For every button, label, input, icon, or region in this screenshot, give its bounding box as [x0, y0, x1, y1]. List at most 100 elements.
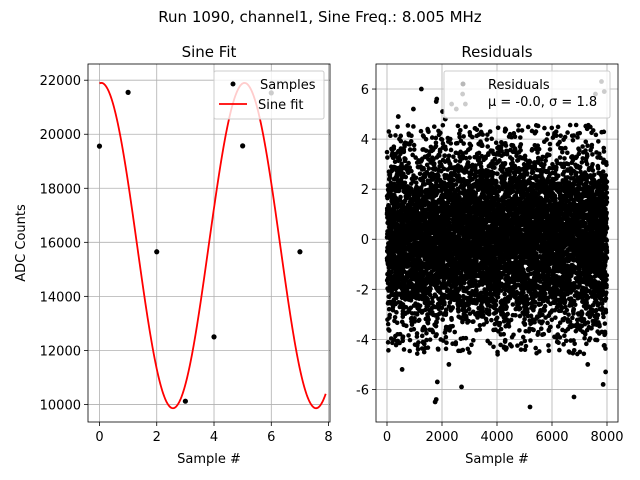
residual-point — [428, 211, 433, 216]
sample-point — [240, 143, 246, 149]
sample-point — [96, 143, 103, 149]
residual-point — [443, 346, 449, 352]
residual-point — [444, 340, 449, 346]
residual-point — [430, 299, 435, 305]
residual-point — [393, 342, 399, 348]
residual-point — [432, 304, 438, 310]
sine-fit-ytick-label: 20000 — [40, 128, 81, 143]
sine-fit-ylabel: ADC Counts — [14, 204, 29, 282]
residuals-title: Residuals — [461, 43, 532, 61]
residual-point — [489, 136, 494, 142]
sine-fit-xtick-label: 6 — [267, 430, 275, 445]
residual-point — [504, 304, 509, 310]
residual-point — [393, 133, 398, 138]
residual-point — [505, 311, 510, 317]
residual-point — [421, 349, 427, 355]
sine-fit-xlabel: Sample # — [177, 452, 241, 467]
residual-point — [509, 343, 514, 349]
sample-point — [182, 398, 188, 404]
residual-point — [404, 323, 409, 329]
residuals-points — [384, 79, 610, 410]
residual-point — [411, 326, 417, 332]
residual-point — [407, 337, 413, 343]
legend-sine-fit-label: Sine fit — [258, 98, 304, 113]
residual-point — [493, 140, 499, 145]
residual-point — [415, 346, 421, 352]
residual-point — [433, 143, 439, 149]
residual-point — [492, 165, 497, 170]
residual-point — [400, 334, 406, 339]
residual-point — [443, 146, 448, 152]
residual-point — [463, 124, 468, 130]
residual-point — [422, 182, 427, 187]
residual-point — [440, 122, 446, 128]
residual-point — [424, 337, 429, 343]
residual-point — [446, 153, 452, 159]
residual-point — [422, 341, 427, 347]
residual-point — [413, 155, 418, 160]
residual-point — [517, 328, 522, 333]
residual-point — [517, 306, 523, 311]
residual-point — [504, 345, 509, 351]
residual-point — [458, 127, 463, 133]
sample-point — [211, 334, 217, 340]
residual-point — [431, 161, 437, 166]
residual-point — [431, 124, 437, 129]
residual-point — [449, 317, 454, 322]
sample-point — [125, 89, 131, 95]
residual-point — [387, 175, 393, 180]
residual-point — [513, 312, 518, 318]
residual-point — [442, 153, 448, 158]
residual-point — [477, 327, 483, 332]
sine-fit-axes-frame — [87, 63, 331, 423]
residual-point — [406, 160, 411, 166]
residual-point — [450, 305, 456, 310]
residual-point — [484, 319, 489, 325]
residual-point — [497, 320, 503, 326]
residual-point — [435, 316, 440, 321]
residual-point — [385, 155, 390, 160]
residual-point — [516, 123, 521, 128]
residual-point — [400, 338, 406, 344]
residual-point — [448, 147, 454, 153]
residual-point — [518, 135, 523, 140]
residual-point — [413, 180, 419, 185]
residual-point — [502, 160, 508, 166]
residual-point — [442, 301, 447, 307]
residual-point — [385, 340, 391, 345]
residual-point — [487, 341, 493, 346]
residual-point — [403, 174, 409, 180]
residual-point — [493, 302, 499, 308]
legend-samples-label: Samples — [260, 78, 316, 93]
sine-fit-curve — [99, 82, 327, 410]
residual-point — [402, 180, 408, 186]
residual-point — [386, 129, 392, 134]
residual-point — [498, 326, 504, 332]
residual-point — [386, 348, 391, 353]
residual-point — [512, 134, 518, 139]
sine-fit-xtick-label: 2 — [153, 430, 161, 445]
figure-title: Run 1090, channel1, Sine Freq.: 8.005 MH… — [158, 8, 482, 26]
residual-point — [502, 291, 507, 297]
residual-point — [436, 153, 442, 158]
residual-point — [433, 140, 439, 146]
residual-point — [460, 347, 466, 353]
residual-point — [428, 286, 433, 292]
residual-point — [455, 123, 461, 129]
residual-point — [466, 306, 472, 312]
residual-point — [448, 141, 454, 146]
residual-point — [407, 165, 413, 170]
residual-point — [405, 123, 411, 128]
residual-point — [503, 143, 509, 148]
residual-point — [387, 312, 393, 318]
residual-point — [448, 136, 453, 142]
residual-point — [417, 171, 423, 177]
residual-point — [471, 338, 476, 343]
residual-point — [485, 144, 491, 149]
residual-point — [406, 333, 411, 338]
residual-point — [401, 149, 407, 155]
residual-point — [410, 152, 415, 158]
residual-point — [397, 157, 403, 163]
residual-point — [394, 174, 400, 180]
residual-point — [433, 323, 439, 329]
